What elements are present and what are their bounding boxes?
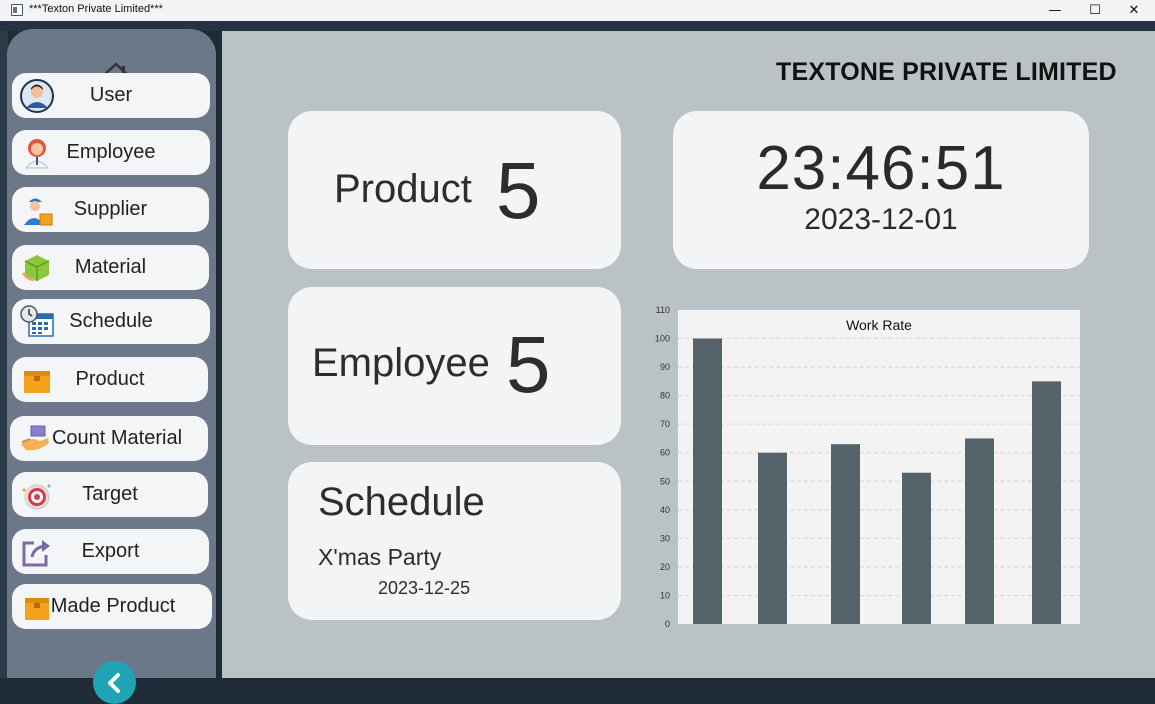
sidebar-item-label: User (89, 84, 133, 106)
window-title: ***Texton Private Limited*** (29, 3, 163, 15)
chevron-left-icon (107, 672, 120, 693)
sidebar: User Employee Supplier Material (7, 29, 216, 704)
y-tick-label: 60 (660, 448, 670, 458)
chart-plot-area (678, 310, 1080, 624)
sidebar-item-label: Schedule (69, 310, 153, 332)
app-icon (11, 4, 23, 16)
sidebar-item-label: Count Material (51, 427, 183, 449)
schedule-event-date: 2023-12-25 (378, 578, 471, 598)
export-icon (22, 540, 50, 567)
product-card: Product 5 (288, 111, 621, 269)
y-tick-label: 0 (665, 619, 670, 629)
sidebar-item-export[interactable]: Export (12, 529, 209, 574)
clock-card: 23:46:51 2023-12-01 (673, 111, 1089, 269)
calendar-clock-icon (20, 305, 54, 337)
y-tick-label: 100 (655, 334, 670, 344)
chart-bar (1032, 381, 1061, 624)
material-box-icon (21, 255, 50, 281)
sidebar-item-schedule[interactable]: Schedule (12, 299, 210, 344)
product-box-icon (24, 371, 50, 393)
sidebar-item-label: Made Product (50, 595, 176, 617)
close-button[interactable]: ✕ (1128, 3, 1140, 18)
y-tick-label: 20 (660, 562, 670, 572)
y-tick-label: 30 (660, 533, 670, 543)
chart-bar (693, 338, 722, 624)
product-count: 5 (496, 146, 541, 235)
schedule-event: X'mas Party (318, 544, 442, 570)
chart-bar (758, 452, 787, 624)
product-card-label: Product (334, 167, 472, 211)
work-rate-chart: 0 10 20 30 40 50 60 70 80 90 100 110 Work Rate (655, 305, 1080, 629)
sidebar-item-label: Target (82, 483, 138, 505)
sidebar-item-supplier[interactable]: Supplier (12, 187, 209, 232)
sidebar-item-employee[interactable]: Employee (12, 130, 210, 175)
y-tick-label: 10 (660, 590, 670, 600)
employee-icon (24, 139, 50, 169)
y-tick-label: 50 (660, 476, 670, 486)
window-titlebar: ***Texton Private Limited*** — ☐ ✕ (0, 0, 1155, 21)
made-product-icon (25, 598, 49, 620)
window-left-border (0, 31, 8, 678)
y-tick-label: 70 (660, 419, 670, 429)
sidebar-item-label: Export (81, 540, 140, 562)
sidebar-item-made-product[interactable]: Made Product (12, 584, 212, 629)
chart-bar (902, 472, 931, 624)
employee-card-label: Employee (312, 341, 490, 385)
chart-title: Work Rate (846, 317, 912, 333)
back-button[interactable] (93, 661, 136, 704)
schedule-title: Schedule (318, 480, 485, 524)
company-name: TEXTONE PRIVATE LIMITED (776, 58, 1117, 86)
sidebar-item-label: Material (74, 256, 147, 278)
y-tick-label: 80 (660, 391, 670, 401)
target-icon (22, 484, 51, 510)
supplier-icon (24, 198, 53, 226)
employee-count: 5 (506, 320, 551, 409)
sidebar-item-target[interactable]: Target (12, 472, 208, 517)
user-avatar-icon (20, 79, 54, 113)
sidebar-item-count-material[interactable]: Count Material (10, 416, 208, 461)
y-tick-label: 110 (656, 305, 670, 315)
window-top-border (0, 21, 1155, 31)
minimize-button[interactable]: — (1048, 3, 1062, 18)
sidebar-item-product[interactable]: Product (12, 357, 208, 402)
sidebar-item-material[interactable]: Material (12, 245, 209, 290)
maximize-button[interactable]: ☐ (1089, 3, 1101, 18)
sidebar-item-label: Product (75, 368, 145, 390)
chart-bar (831, 444, 860, 624)
sidebar-item-label: Employee (66, 141, 156, 163)
chart-bar (965, 438, 994, 624)
sidebar-item-label: Supplier (73, 198, 148, 220)
sidebar-item-user[interactable]: User (12, 73, 210, 118)
clock-time: 23:46:51 (756, 134, 1006, 203)
y-tick-label: 40 (660, 505, 670, 515)
clock-date: 2023-12-01 (804, 203, 958, 236)
hand-box-icon (21, 425, 49, 451)
employee-card: Employee 5 (288, 287, 621, 445)
y-tick-label: 90 (660, 362, 670, 372)
schedule-card: Schedule X'mas Party 2023-12-25 (288, 462, 621, 620)
